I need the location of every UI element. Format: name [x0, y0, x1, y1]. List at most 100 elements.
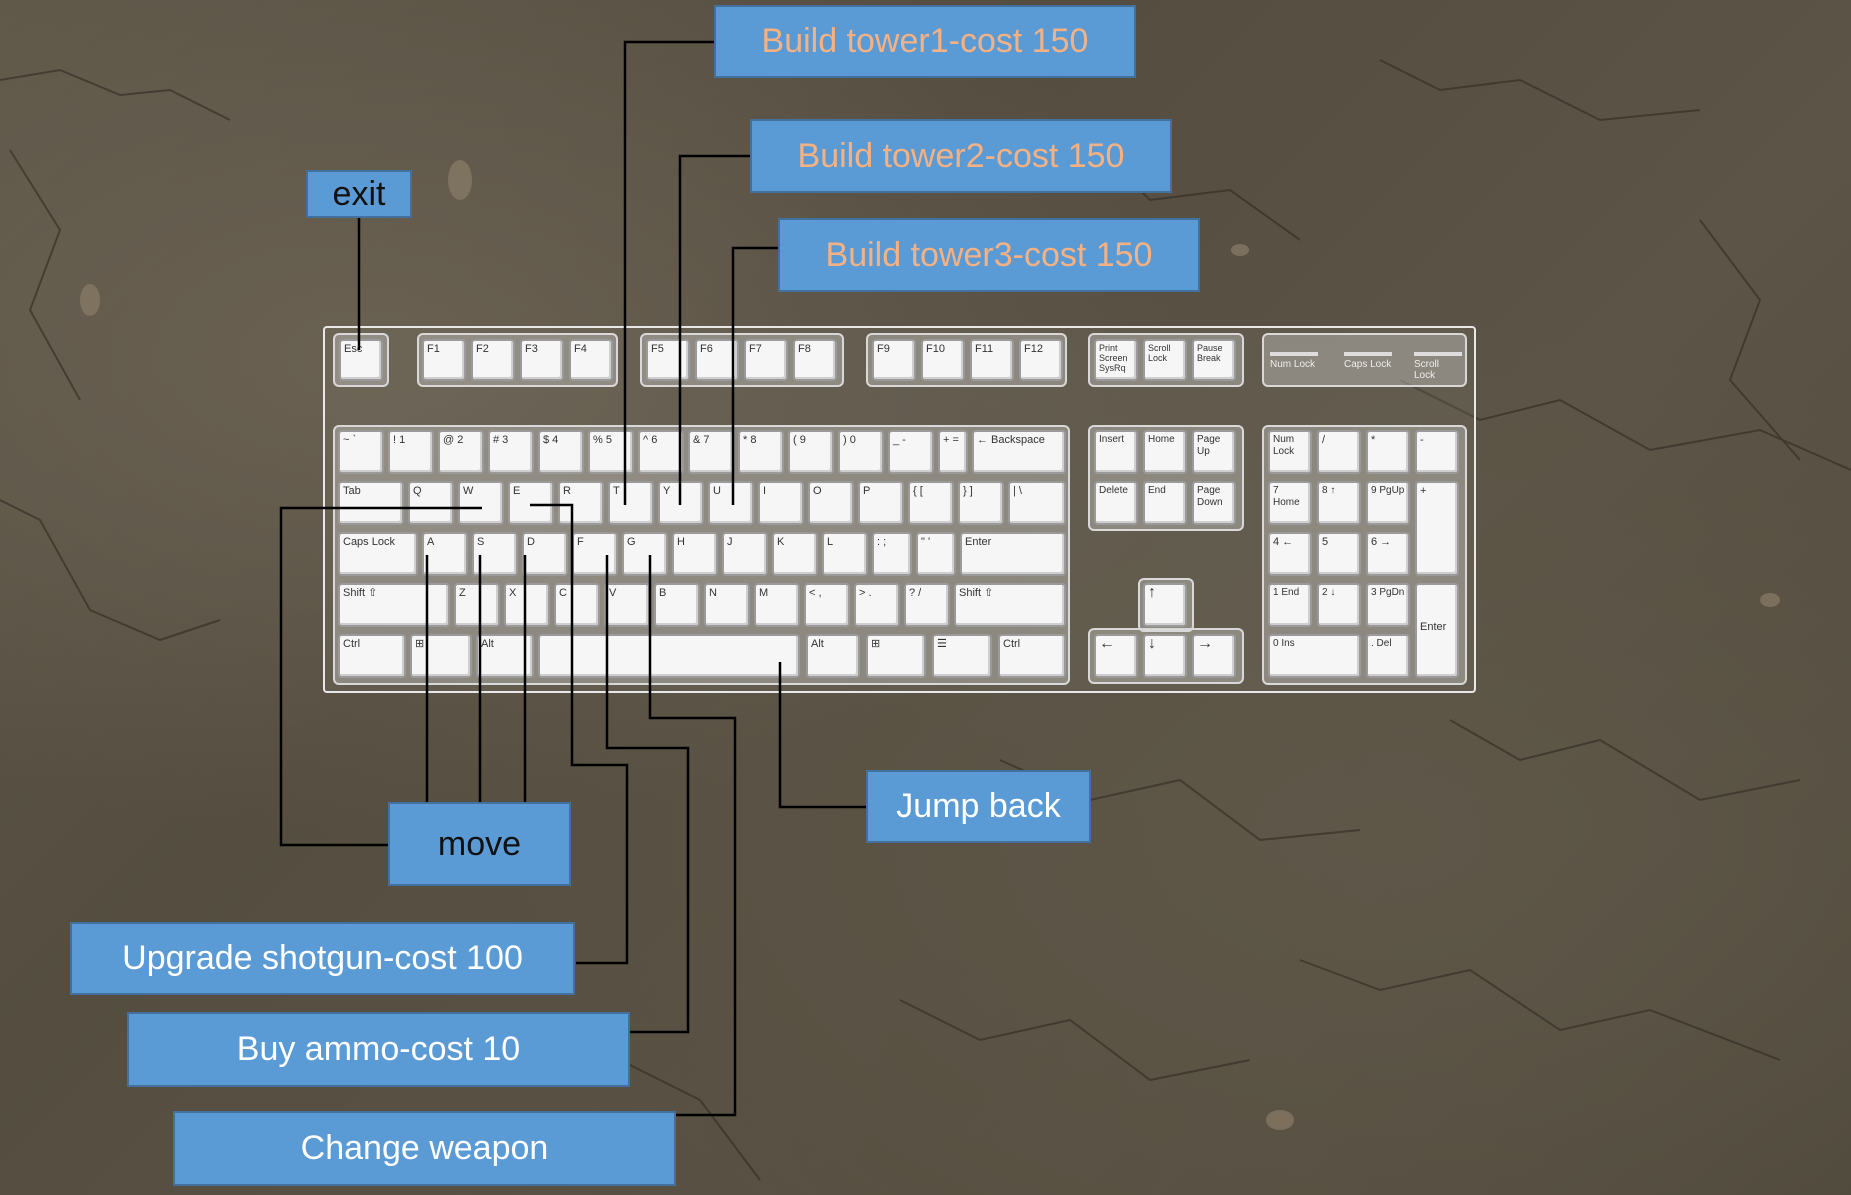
key-tab[interactable]: Tab — [338, 481, 404, 525]
key-comma[interactable]: < , — [804, 583, 850, 627]
key-page-up[interactable]: Page Up — [1192, 430, 1236, 474]
key-b[interactable]: B — [654, 583, 700, 627]
key-f11[interactable]: F11 — [970, 339, 1014, 381]
key-f5[interactable]: F5 — [646, 339, 690, 381]
key-slash[interactable]: ? / — [904, 583, 950, 627]
key-arrow-right[interactable]: → — [1192, 634, 1236, 678]
key-right-win[interactable]: ⊞ — [866, 634, 926, 678]
key-num-1[interactable]: 1 End — [1268, 583, 1312, 627]
key-left-shift[interactable]: Shift ⇧ — [338, 583, 450, 627]
key-f12[interactable]: F12 — [1019, 339, 1063, 381]
key-backtick[interactable]: ~ ` — [338, 430, 384, 474]
key-num-8[interactable]: 8 ↑ — [1317, 481, 1361, 525]
key-end[interactable]: End — [1143, 481, 1187, 525]
key-c[interactable]: C — [554, 583, 600, 627]
key-left-bracket[interactable]: { [ — [908, 481, 954, 525]
key-num-multiply[interactable]: * — [1366, 430, 1410, 474]
key-a[interactable]: A — [422, 532, 468, 576]
key-s[interactable]: S — [472, 532, 518, 576]
key-num-2[interactable]: 2 ↓ — [1317, 583, 1361, 627]
key-print-screen[interactable]: Print Screen SysRq — [1094, 339, 1138, 381]
key-f6[interactable]: F6 — [695, 339, 739, 381]
key-6[interactable]: ^ 6 — [638, 430, 684, 474]
key-arrow-left[interactable]: ← — [1094, 634, 1138, 678]
key-f7[interactable]: F7 — [744, 339, 788, 381]
key-num-7[interactable]: 7 Home — [1268, 481, 1312, 525]
key-num-5[interactable]: 5 — [1317, 532, 1361, 576]
key-x[interactable]: X — [504, 583, 550, 627]
key-right-ctrl[interactable]: Ctrl — [998, 634, 1066, 678]
key-backspace[interactable]: ← Backspace — [972, 430, 1066, 474]
key-space[interactable] — [538, 634, 800, 678]
key-8[interactable]: * 8 — [738, 430, 784, 474]
key-enter[interactable]: Enter — [960, 532, 1066, 576]
key-f8[interactable]: F8 — [793, 339, 837, 381]
key-num-3[interactable]: 3 PgDn — [1366, 583, 1410, 627]
key-num-divide[interactable]: / — [1317, 430, 1361, 474]
key-j[interactable]: J — [722, 532, 768, 576]
key-f3[interactable]: F3 — [520, 339, 564, 381]
key-num-decimal[interactable]: . Del — [1366, 634, 1410, 678]
key-insert[interactable]: Insert — [1094, 430, 1138, 474]
key-z[interactable]: Z — [454, 583, 500, 627]
key-f1[interactable]: F1 — [422, 339, 466, 381]
key-3[interactable]: # 3 — [488, 430, 534, 474]
key-pause[interactable]: Pause Break — [1192, 339, 1236, 381]
key-f10[interactable]: F10 — [921, 339, 965, 381]
key-delete[interactable]: Delete — [1094, 481, 1138, 525]
key-k[interactable]: K — [772, 532, 818, 576]
key-e[interactable]: E — [508, 481, 554, 525]
key-scroll-lock[interactable]: Scroll Lock — [1143, 339, 1187, 381]
key-num-4[interactable]: 4 ← — [1268, 532, 1312, 576]
key-num-plus[interactable]: + — [1415, 481, 1459, 576]
key-page-down[interactable]: Page Down — [1192, 481, 1236, 525]
key-5[interactable]: % 5 — [588, 430, 634, 474]
key-n[interactable]: N — [704, 583, 750, 627]
key-right-shift[interactable]: Shift ⇧ — [954, 583, 1066, 627]
key-o[interactable]: O — [808, 481, 854, 525]
key-f4[interactable]: F4 — [569, 339, 613, 381]
key-r[interactable]: R — [558, 481, 604, 525]
key-minus[interactable]: _ - — [888, 430, 934, 474]
key-num-minus[interactable]: - — [1415, 430, 1459, 474]
key-f2[interactable]: F2 — [471, 339, 515, 381]
key-u[interactable]: U — [708, 481, 754, 525]
key-m[interactable]: M — [754, 583, 800, 627]
key-num-enter[interactable]: Enter — [1415, 583, 1459, 678]
key-f[interactable]: F — [572, 532, 618, 576]
key-period[interactable]: > . — [854, 583, 900, 627]
key-backslash[interactable]: | \ — [1008, 481, 1066, 525]
key-arrow-down[interactable]: ↓ — [1143, 634, 1187, 678]
key-4[interactable]: $ 4 — [538, 430, 584, 474]
key-caps-lock[interactable]: Caps Lock — [338, 532, 418, 576]
key-right-bracket[interactable]: } ] — [958, 481, 1004, 525]
key-2[interactable]: @ 2 — [438, 430, 484, 474]
key-quote[interactable]: " ' — [916, 532, 956, 576]
key-l[interactable]: L — [822, 532, 868, 576]
key-right-alt[interactable]: Alt — [806, 634, 860, 678]
key-1[interactable]: ! 1 — [388, 430, 434, 474]
key-home[interactable]: Home — [1143, 430, 1187, 474]
key-left-ctrl[interactable]: Ctrl — [338, 634, 406, 678]
key-d[interactable]: D — [522, 532, 568, 576]
key-semicolon[interactable]: : ; — [872, 532, 912, 576]
key-f9[interactable]: F9 — [872, 339, 916, 381]
key-num-0[interactable]: 0 Ins — [1268, 634, 1361, 678]
key-g[interactable]: G — [622, 532, 668, 576]
key-9[interactable]: ( 9 — [788, 430, 834, 474]
key-q[interactable]: Q — [408, 481, 454, 525]
key-0[interactable]: ) 0 — [838, 430, 884, 474]
key-num-9[interactable]: 9 PgUp — [1366, 481, 1410, 525]
key-w[interactable]: W — [458, 481, 504, 525]
key-i[interactable]: I — [758, 481, 804, 525]
key-t[interactable]: T — [608, 481, 654, 525]
key-equals[interactable]: + = — [938, 430, 968, 474]
key-arrow-up[interactable]: ↑ — [1143, 583, 1187, 627]
key-esc[interactable]: Esc — [339, 339, 383, 381]
key-h[interactable]: H — [672, 532, 718, 576]
key-left-win[interactable]: ⊞ — [410, 634, 472, 678]
key-p[interactable]: P — [858, 481, 904, 525]
key-menu[interactable]: ☰ — [932, 634, 992, 678]
key-num-6[interactable]: 6 → — [1366, 532, 1410, 576]
key-num-lock[interactable]: Num Lock — [1268, 430, 1312, 474]
